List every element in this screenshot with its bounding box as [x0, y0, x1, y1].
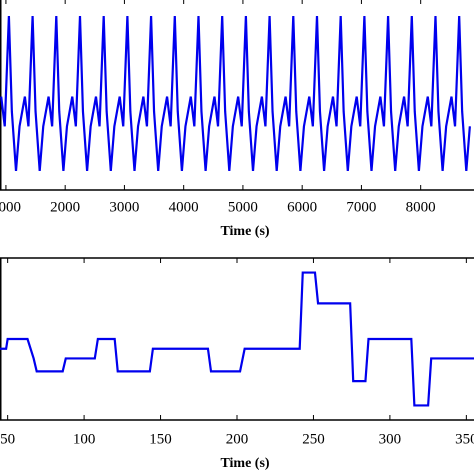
x-tick-label: 350 — [455, 431, 474, 447]
x-tick-label: 200 — [226, 431, 249, 447]
x-tick-label: 100 — [73, 431, 96, 447]
x-axis-label: Time (s) — [220, 224, 269, 239]
x-tick-label: 4000 — [169, 199, 199, 215]
axes-frame — [0, 0, 474, 191]
x-tick-label: 250 — [302, 431, 325, 447]
axes-frame — [0, 257, 474, 421]
x-tick-label: 3000 — [109, 199, 139, 215]
x-tick-label: 7000 — [346, 199, 376, 215]
x-tick-label: 6000 — [287, 199, 317, 215]
x-tick-label: 50 — [0, 431, 15, 447]
x-tick-label: 8000 — [406, 199, 436, 215]
data-line — [0, 15, 471, 171]
x-tick-label: 300 — [379, 431, 402, 447]
x-tick-label: 1000 — [0, 199, 21, 215]
x-axis-label: Time (s) — [220, 456, 269, 471]
x-tick-label: 150 — [149, 431, 172, 447]
x-tick-label: 5000 — [228, 199, 258, 215]
x-tick-label: 2000 — [50, 199, 80, 215]
data-line — [0, 271, 474, 407]
